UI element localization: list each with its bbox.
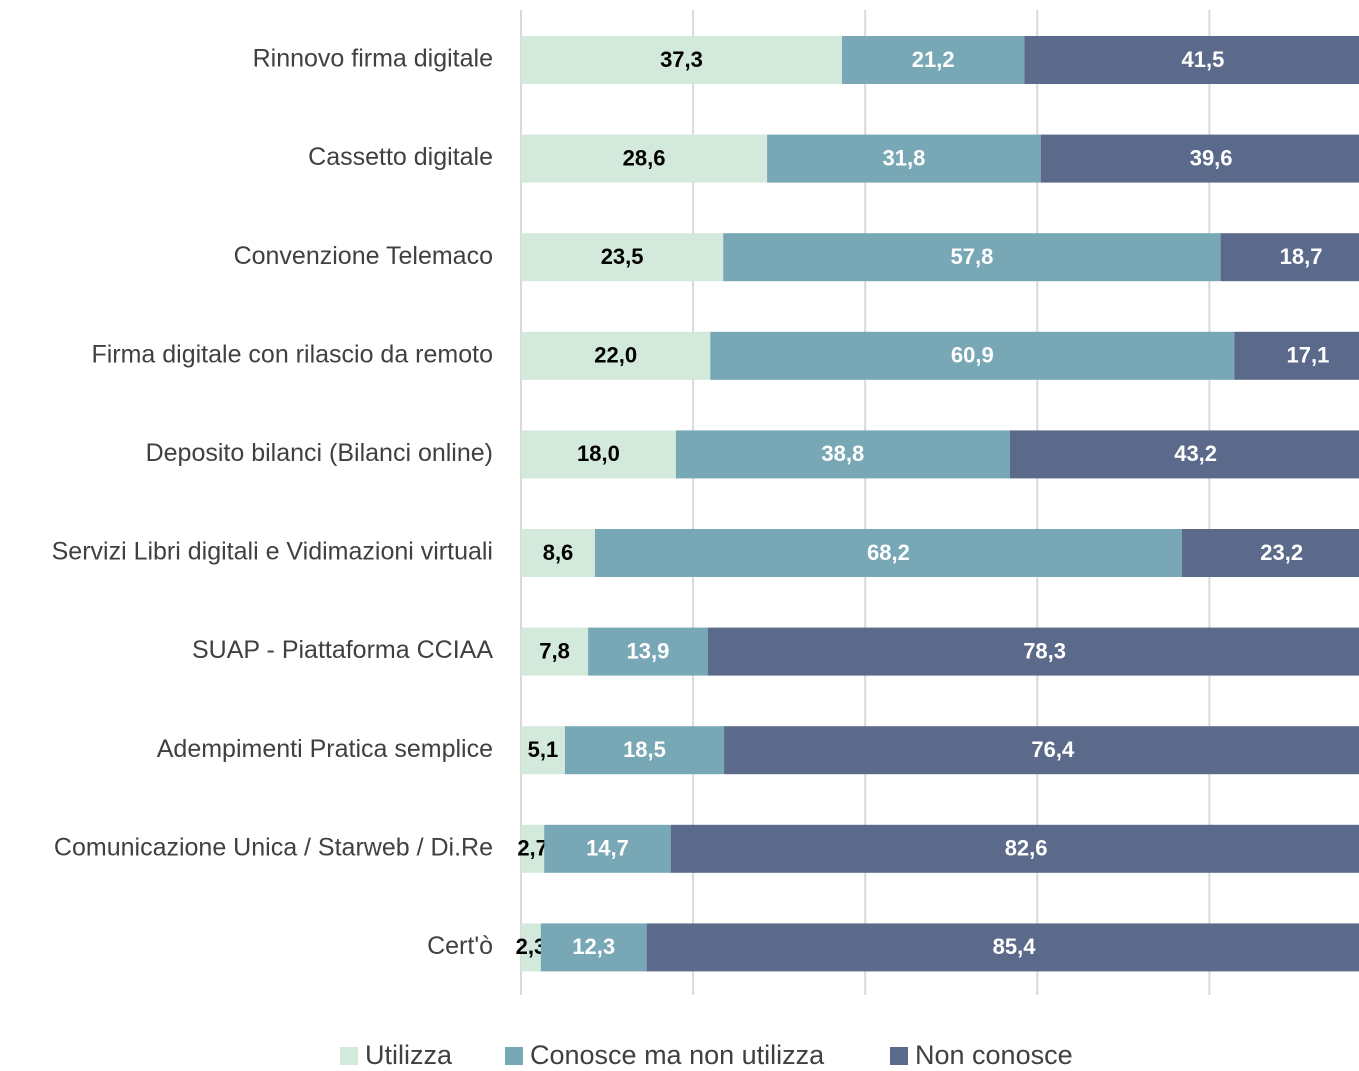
value-label: 68,2 (867, 540, 910, 565)
value-label: 85,4 (993, 934, 1037, 959)
bar-segment (646, 923, 1359, 972)
value-label: 18,5 (623, 737, 666, 762)
category-label: Cert'ò (427, 932, 493, 960)
value-label: 14,7 (586, 836, 629, 861)
bar-segment (841, 36, 1025, 84)
value-label: 8,6 (543, 540, 574, 565)
value-label: 7,8 (539, 638, 570, 663)
category-label: Convenzione Telemaco (234, 242, 493, 270)
bar-segment (724, 726, 1359, 775)
bar-segment (767, 134, 1041, 183)
bar-segment (521, 726, 565, 775)
value-label: 23,2 (1260, 540, 1303, 565)
bar-segment (588, 627, 708, 676)
bar-segment (710, 331, 1235, 380)
value-label: 17,1 (1287, 343, 1330, 368)
value-label: 18,0 (577, 441, 620, 466)
legend-swatch (890, 1047, 908, 1065)
bar-segment (1181, 529, 1359, 577)
value-label: 31,8 (883, 145, 926, 170)
value-label: 23,5 (601, 244, 644, 269)
bar-segment (1009, 430, 1359, 479)
category-label: Rinnovo firma digitale (253, 45, 493, 73)
bar-segment (521, 627, 589, 676)
category-label: Cassetto digitale (308, 143, 493, 171)
value-label: 78,3 (1023, 638, 1066, 663)
bar-segment (521, 331, 711, 380)
bar-segment (1234, 331, 1359, 380)
value-label: 60,9 (951, 343, 994, 368)
bar-segment (521, 529, 596, 577)
value-label: 41,5 (1182, 47, 1225, 72)
bar-segment (521, 233, 724, 282)
bar-segment (595, 529, 1182, 577)
legend-swatch (340, 1047, 358, 1065)
bar-segment (521, 824, 545, 873)
value-label: 43,2 (1174, 441, 1217, 466)
value-label: 57,8 (950, 244, 993, 269)
bar-segment (521, 430, 676, 479)
category-label: Servizi Libri digitali e Vidimazioni vir… (52, 538, 493, 566)
bar-segment (1024, 36, 1359, 84)
value-label: 21,2 (912, 47, 955, 72)
value-label: 2,7 (517, 836, 548, 861)
legend-label: Non conosce (915, 1040, 1073, 1070)
bar-segment (521, 134, 768, 183)
value-label: 38,8 (821, 441, 864, 466)
value-label: 18,7 (1280, 244, 1323, 269)
category-label: Adempimenti Pratica semplice (157, 735, 493, 763)
bar-segment (723, 233, 1221, 282)
bar-segment (521, 923, 541, 972)
value-label: 22,0 (594, 343, 637, 368)
value-label: 37,3 (660, 47, 703, 72)
category-label: Comunicazione Unica / Starweb / Di.Re (54, 833, 493, 861)
bar-segment (1040, 134, 1359, 183)
value-label: 39,6 (1190, 145, 1233, 170)
value-label: 5,1 (528, 737, 559, 762)
bar-segment (540, 923, 647, 972)
value-label: 28,6 (623, 145, 666, 170)
bar-segment (544, 824, 671, 873)
category-label: SUAP - Piattaforma CCIAA (192, 636, 493, 664)
category-label: Deposito bilanci (Bilanci online) (146, 439, 493, 467)
bar-segment (707, 627, 1359, 676)
value-label: 13,9 (627, 638, 670, 663)
category-label: Firma digitale con rilascio da remoto (91, 340, 493, 368)
legend-swatch (505, 1047, 523, 1065)
bar-segment (1220, 233, 1359, 282)
legend-label: Utilizza (365, 1040, 453, 1070)
bar-segment (521, 36, 842, 84)
value-label: 82,6 (1005, 836, 1048, 861)
bar-segment (675, 430, 1010, 479)
bar-segment (564, 726, 725, 775)
value-label: 76,4 (1031, 737, 1075, 762)
legend-label: Conosce ma non utilizza (530, 1040, 825, 1070)
bar-segment (670, 824, 1359, 873)
value-label: 12,3 (572, 934, 615, 959)
